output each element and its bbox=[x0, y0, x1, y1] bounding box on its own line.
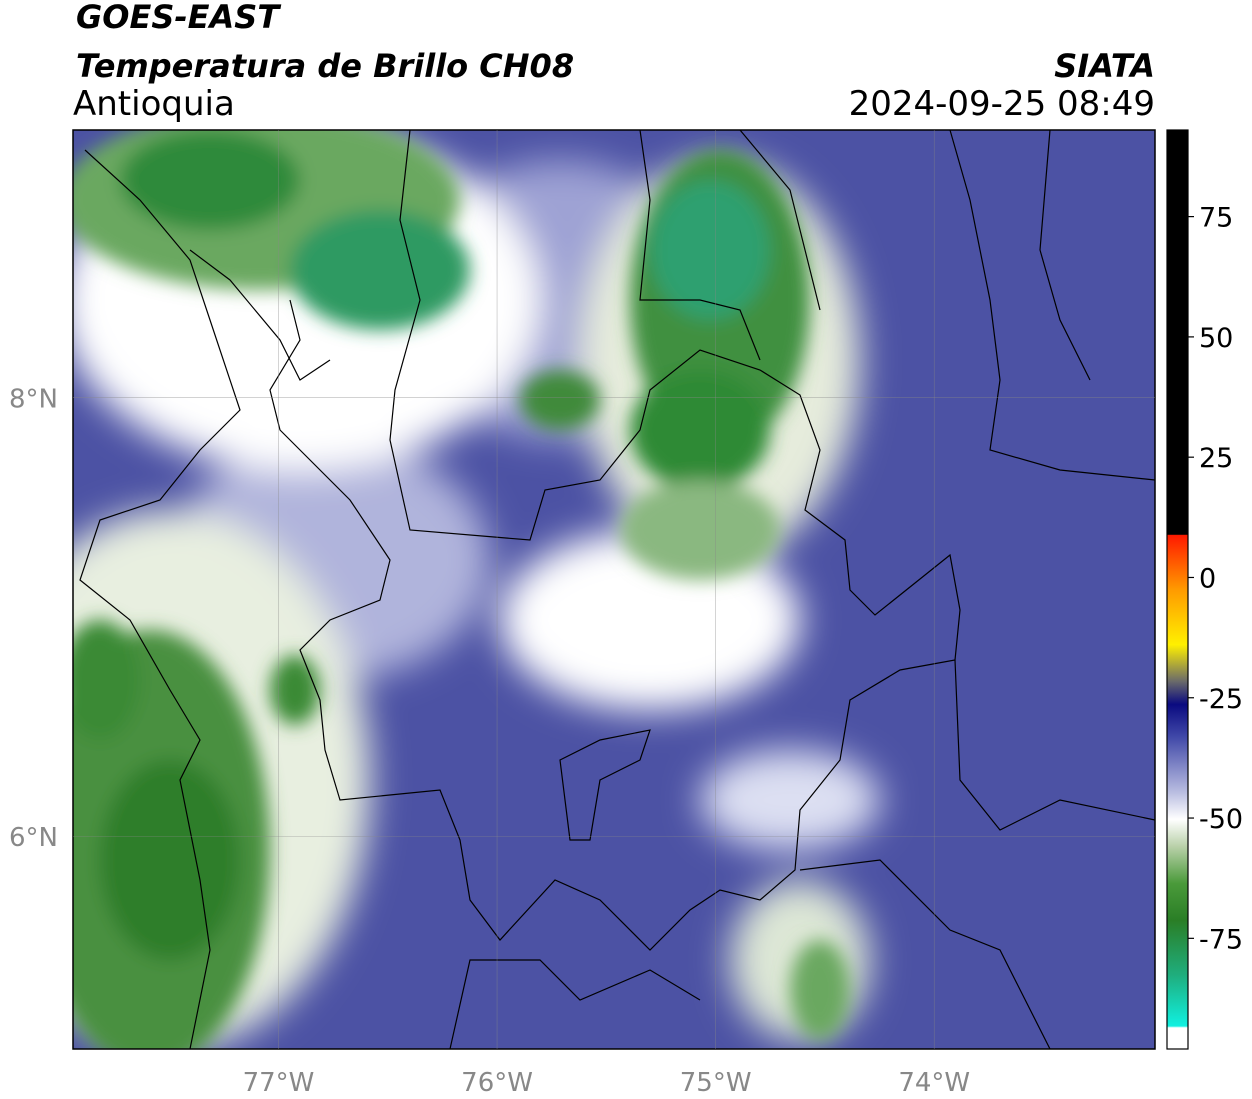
colorbar-tick-label: 0 bbox=[1199, 563, 1216, 594]
colorbar-tick-label: -75 bbox=[1199, 924, 1243, 955]
map-frame bbox=[72, 129, 1156, 1050]
source: SIATA bbox=[1054, 47, 1155, 85]
lat-tick-label: 8°N bbox=[9, 385, 58, 415]
region: Antioquia bbox=[73, 84, 235, 124]
lon-tick-label: 75°W bbox=[680, 1068, 752, 1098]
colorbar-tick-label: 50 bbox=[1199, 323, 1233, 354]
satellite-image bbox=[73, 130, 1155, 1049]
colorbar bbox=[1166, 129, 1189, 1050]
title: GOES-EAST bbox=[76, 0, 281, 36]
lon-tick-label: 77°W bbox=[243, 1068, 315, 1098]
boundaries bbox=[79, 130, 1155, 1049]
datetime: 2024-09-25 08:49 bbox=[849, 84, 1155, 124]
subtitle: Temperatura de Brillo CH08 bbox=[76, 47, 574, 85]
lon-tick-label: 74°W bbox=[898, 1068, 970, 1098]
colorbar-tick-label: 75 bbox=[1199, 203, 1233, 234]
lon-tick-label: 76°W bbox=[461, 1068, 533, 1098]
lat-tick-label: 6°N bbox=[9, 823, 58, 853]
colorbar-tick-label: 25 bbox=[1199, 443, 1233, 474]
colorbar-tick-label: -50 bbox=[1199, 804, 1243, 835]
colorbar-tick-label: -25 bbox=[1199, 684, 1243, 715]
